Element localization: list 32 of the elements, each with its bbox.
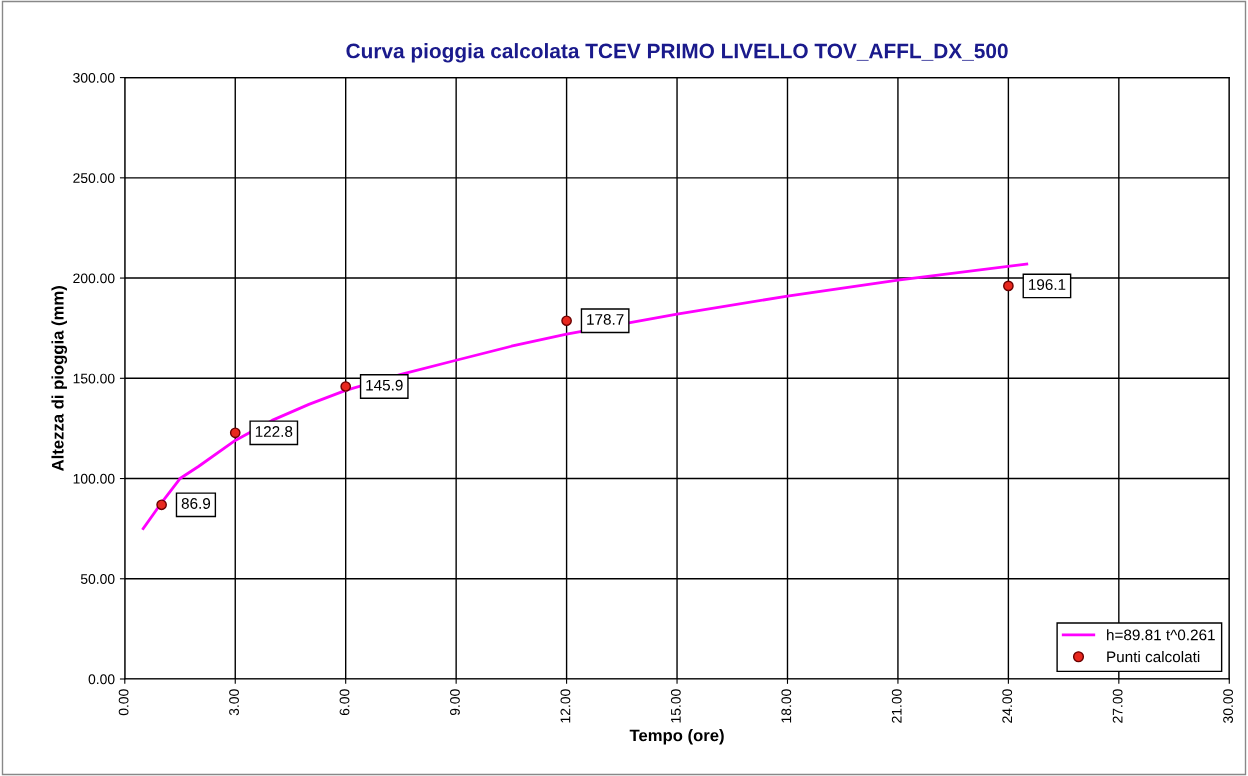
x-tick-label: 30.00 xyxy=(1223,689,1234,723)
point xyxy=(1003,280,1014,292)
y-tick-label: 50.00 xyxy=(80,574,115,584)
x-tick-label: 15.00 xyxy=(670,689,681,723)
point xyxy=(340,381,352,392)
x-tick-label: 21.00 xyxy=(891,689,902,723)
data-label: 178.7 xyxy=(587,314,624,325)
y-tick-label: 200.00 xyxy=(73,273,115,284)
y-tick-label: 250.00 xyxy=(73,173,115,183)
data-label: 86.9 xyxy=(181,498,211,509)
x-tick-label: 24.00 xyxy=(1002,689,1013,723)
y-tick-label: 150.00 xyxy=(73,373,115,384)
legend-label: h=89.81 t^0.261 xyxy=(1107,629,1215,641)
x-tick-label: 3.00 xyxy=(229,689,239,716)
chart-title: Curva pioggia calcolata TCEV PRIMO LIVELLO TOV_AFFL_DX_500 xyxy=(346,43,1008,63)
point xyxy=(561,315,572,327)
y-tick-label: 300.00 xyxy=(73,72,115,83)
x-tick-label: 18.00 xyxy=(781,689,792,723)
data-label: 145.9 xyxy=(366,379,403,391)
data-label: 196.1 xyxy=(1028,279,1066,290)
y-tick-label: 0.00 xyxy=(88,674,115,685)
data-label: 122.8 xyxy=(255,426,293,437)
legend-label: Punti calcolati xyxy=(1107,651,1200,663)
x-tick-label: 9.00 xyxy=(450,689,460,716)
y-axis-title: Altezza di pioggia (mm) xyxy=(51,286,68,471)
x-tick-label: 6.00 xyxy=(339,689,350,716)
point xyxy=(229,427,241,439)
x-axis-title: Tempo (ore) xyxy=(629,729,724,745)
point xyxy=(156,499,167,511)
y-tick-label: 100.00 xyxy=(73,473,115,484)
x-tick-label: 12.00 xyxy=(560,689,571,723)
x-tick-label: 27.00 xyxy=(1112,689,1123,723)
